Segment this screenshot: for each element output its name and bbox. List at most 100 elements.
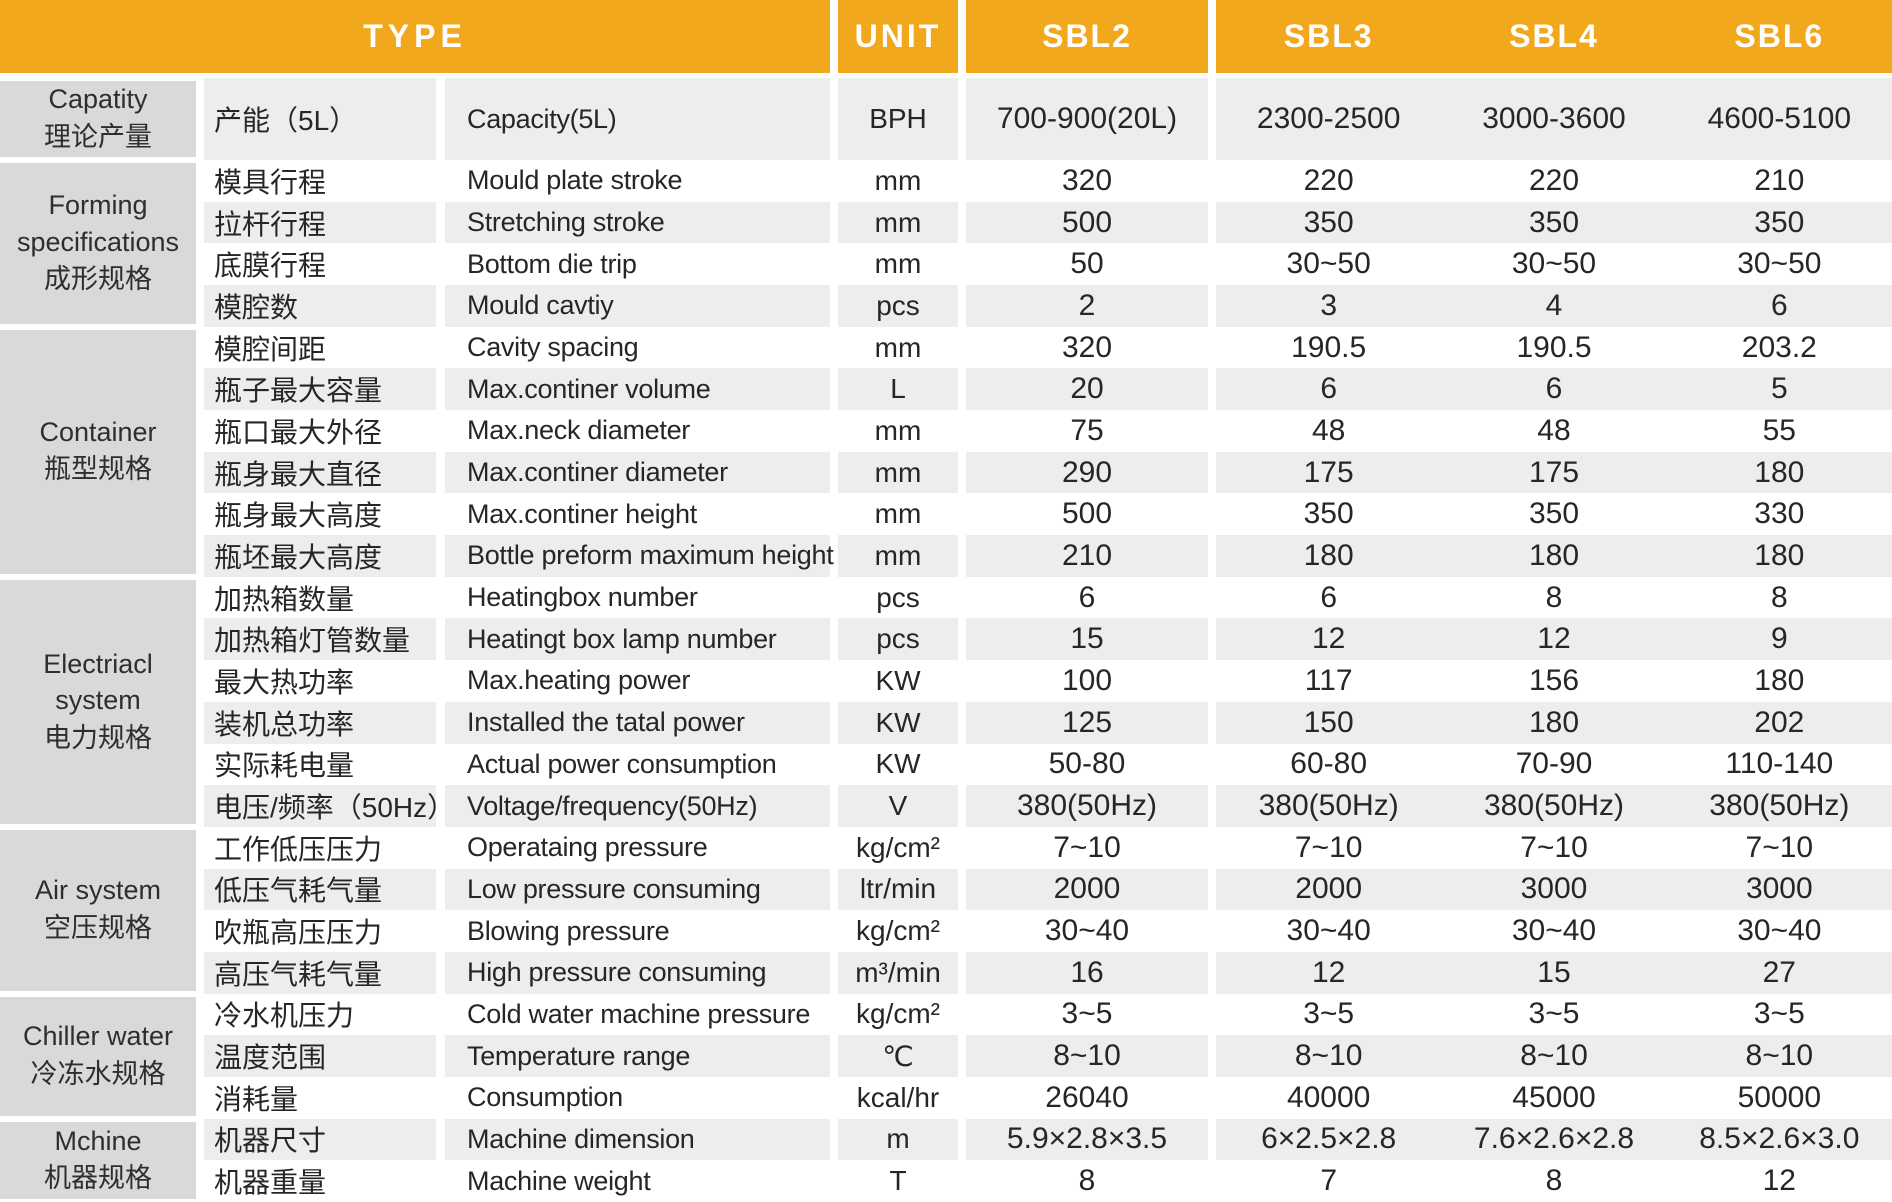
spec-value-sbl2: 320 (1061, 163, 1113, 197)
spec-value-sbl6: 8~10 (1745, 1039, 1814, 1073)
spec-value-sbl6: 203.2 (1741, 330, 1817, 364)
spec-unit: pcs (838, 618, 958, 661)
spec-values-group: 48 48 55 (1216, 410, 1892, 452)
spec-name-cn: 最大热功率 (214, 666, 355, 698)
type-header: TYPE (0, 0, 830, 73)
spec-value-sbl2: 290 (966, 451, 1208, 494)
spec-value-sbl6: 55 (1762, 413, 1796, 447)
spec-unit: pcs (838, 285, 958, 327)
spec-values-group: 12 12 9 (1216, 618, 1892, 661)
spec-value-sbl3: 175 (1303, 455, 1354, 489)
spec-value-sbl4: 70-90 (1515, 747, 1593, 781)
spec-values-group: 8~10 8~10 8~10 (1216, 1035, 1892, 1077)
spec-name-cn: 装机总功率 (204, 701, 436, 744)
spec-value-sbl4: 6 (1545, 372, 1563, 406)
spec-name-en: Capacity(5L) (445, 78, 830, 160)
spec-values-group: 7 8 12 (1216, 1160, 1892, 1202)
spec-value-sbl2: 16 (966, 951, 1208, 994)
spec-name-en: Mould plate stroke (467, 165, 683, 196)
spec-values-group: 30~50 30~50 30~50 (1216, 243, 1892, 285)
model-header-sbl3: SBL3 (1283, 18, 1374, 54)
spec-unit: mm (838, 201, 958, 244)
spec-value-sbl3: 7 (1320, 1164, 1337, 1198)
spec-unit: mm (874, 414, 922, 446)
spec-value-sbl4: 380(50Hz) (1483, 789, 1625, 823)
spec-value-sbl6: 30~40 (1737, 914, 1822, 948)
spec-name-cn: 低压气耗气量 (204, 868, 436, 911)
group-label-en: Capatity (48, 84, 148, 115)
spec-name-en: Max.neck diameter (467, 415, 690, 446)
spec-name-en: Max.heating power (467, 665, 691, 696)
spec-unit: ℃ (838, 1035, 958, 1077)
group-label-en: Mchine (54, 1125, 142, 1156)
spec-value-sbl4: 8 (1545, 580, 1563, 614)
spec-value-sbl3: 3~5 (1303, 997, 1355, 1031)
spec-value-sbl3: 190.5 (1291, 330, 1367, 364)
spec-value-sbl2: 5.9×2.8×3.5 (966, 1118, 1208, 1161)
spec-value-sbl3: 150 (1303, 705, 1354, 739)
spec-value-sbl2: 125 (966, 701, 1208, 744)
spec-name-cn: 底膜行程 (214, 250, 327, 282)
spec-value-sbl3: 48 (1311, 413, 1346, 447)
spec-value-sbl3: 40000 (1286, 1080, 1371, 1114)
spec-unit: KW (838, 701, 958, 744)
spec-unit: kcal/hr (856, 1081, 940, 1113)
spec-name-cn: 电压/频率（50Hz） (204, 785, 455, 827)
spec-value-sbl4: 156 (1528, 663, 1580, 697)
spec-name-cn: 高压气耗气量 (204, 951, 436, 994)
spec-value-sbl6: 30~50 (1737, 247, 1822, 281)
spec-value-sbl4: 48 (1537, 413, 1571, 447)
group-label-en: Electriacl system (43, 648, 153, 716)
spec-values-group: 6×2.5×2.8 7.6×2.6×2.8 8.5×2.6×3.0 (1216, 1118, 1892, 1161)
spec-value-sbl2: 8~10 (966, 1035, 1208, 1077)
spec-value-sbl4: 30~50 (1511, 247, 1597, 281)
spec-name-en: Actual power consumption (467, 748, 777, 779)
spec-value-sbl4: 3~5 (1528, 997, 1580, 1031)
spec-values-group: 40000 45000 50000 (1216, 1077, 1892, 1119)
spec-value-sbl4: 4 (1545, 288, 1563, 322)
spec-value-sbl3: 2300-2500 (1256, 102, 1401, 135)
spec-value-sbl2: 50 (1070, 247, 1104, 281)
spec-value-sbl3: 117 (1304, 663, 1353, 697)
spec-value-sbl3: 12 (1311, 955, 1346, 989)
spec-name-en: Low pressure consuming (445, 868, 830, 911)
spec-values-group: 180 180 180 (1216, 535, 1892, 577)
spec-unit: kg/cm² (856, 831, 940, 863)
spec-value-sbl4: 15 (1537, 955, 1571, 989)
spec-values-group: 190.5 190.5 203.2 (1216, 327, 1892, 369)
spec-value-sbl3: 30~50 (1286, 247, 1371, 281)
spec-value-sbl6: 380(50Hz) (1709, 789, 1850, 823)
spec-name-en: Installed the tatal power (445, 701, 830, 744)
group-cell: Forming specifications 成形规格 (0, 163, 196, 324)
spec-value-sbl2: 7~10 (1053, 830, 1121, 864)
spec-name-cn: 机器尺寸 (204, 1118, 436, 1161)
spec-value-sbl4: 45000 (1512, 1080, 1596, 1114)
spec-value-sbl6: 202 (1754, 705, 1805, 739)
spec-values-group: 6 8 8 (1216, 577, 1892, 619)
spec-value-sbl2: 500 (1061, 497, 1113, 531)
spec-values-group: 350 350 350 (1216, 201, 1892, 244)
group-cell: Electriacl system 电力规格 (0, 579, 196, 824)
spec-unit: T (889, 1165, 907, 1197)
unit-header: UNIT (838, 0, 958, 73)
group-label-cn: 理论产量 (44, 121, 152, 152)
spec-value-sbl4: 7.6×2.6×2.8 (1473, 1122, 1635, 1156)
model-header-sbl6: SBL6 (1734, 18, 1825, 54)
spec-unit: kg/cm² (856, 915, 940, 947)
spec-value-sbl6: 3~5 (1753, 997, 1805, 1031)
group-label-cn: 空压规格 (44, 912, 152, 943)
spec-value-sbl6: 350 (1754, 205, 1805, 239)
spec-value-sbl3: 180 (1303, 538, 1354, 572)
spec-name-cn: 吹瓶高压压力 (214, 917, 383, 949)
spec-name-en: Cold water machine pressure (467, 998, 811, 1029)
group-label-en: Chiller water (22, 1021, 174, 1052)
spec-values-group: 117 156 180 (1216, 660, 1892, 702)
spec-unit: mm (838, 451, 958, 494)
spec-value-sbl4: 12 (1537, 622, 1571, 656)
spec-value-sbl6: 180 (1754, 538, 1805, 572)
spec-values-group: 2300-2500 3000-3600 4600-5100 (1216, 78, 1892, 160)
spec-values-group: 6 6 5 (1216, 368, 1892, 411)
spec-value-sbl3: 350 (1303, 497, 1354, 531)
spec-value-sbl3: 12 (1311, 622, 1346, 656)
